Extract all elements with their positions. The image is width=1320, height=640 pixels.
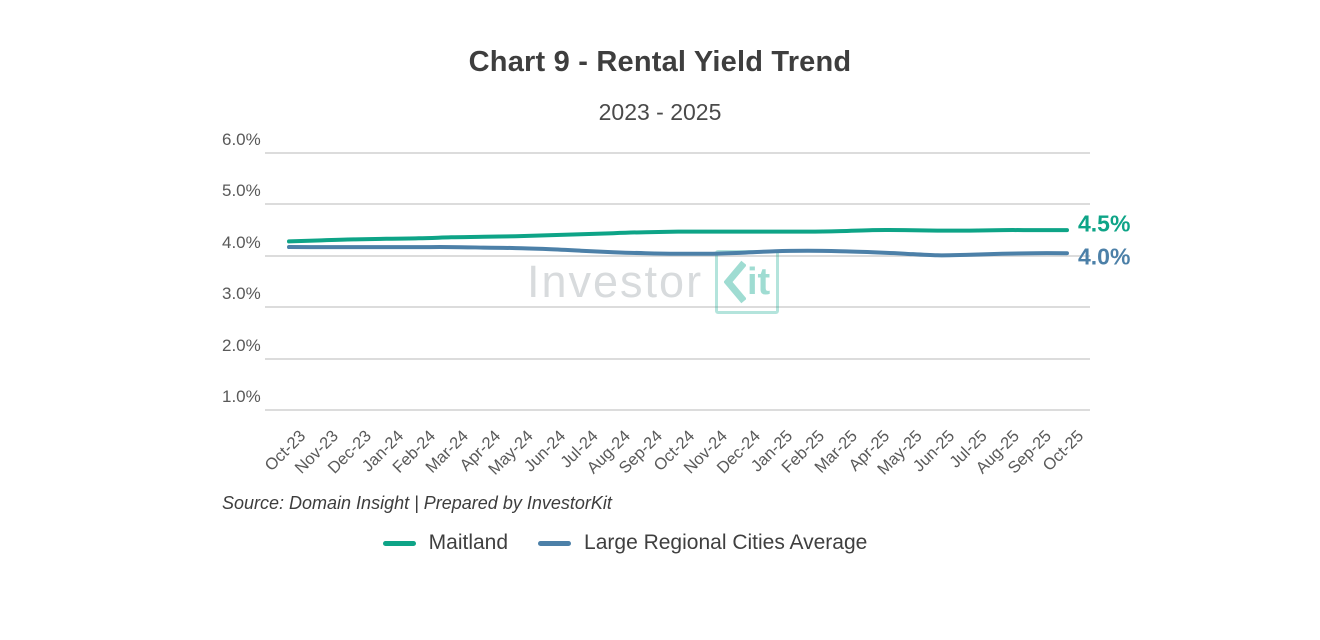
series-line-maitland xyxy=(287,227,1069,244)
legend-item: Large Regional Cities Average xyxy=(538,531,867,555)
y-axis-tick-label: 1.0% xyxy=(222,387,261,406)
series-line-large-regional-cities-average xyxy=(287,245,1069,258)
gridline xyxy=(265,203,1090,206)
chart-title: Chart 9 - Rental Yield Trend xyxy=(468,46,852,78)
gridline xyxy=(265,152,1090,154)
chart-subtitle: 2023 - 2025 xyxy=(598,99,722,125)
watermark-logo-text: it xyxy=(746,260,771,303)
y-axis-tick-label: 6.0% xyxy=(222,130,261,149)
source-note: Source: Domain Insight | Prepared by Inv… xyxy=(222,493,612,513)
legend: Maitland Large Regional Cities Average xyxy=(0,531,1250,555)
gridline xyxy=(265,254,1090,257)
y-axis-tick-label: 4.0% xyxy=(222,232,261,252)
gridline xyxy=(265,409,1090,411)
chevron-k-icon xyxy=(723,260,746,304)
watermark-text: Investor xyxy=(527,256,704,307)
series-end-label: 4.0% xyxy=(1078,243,1131,270)
investorkit-watermark: Investor it xyxy=(527,250,780,314)
series-end-label: 4.5% xyxy=(1078,210,1131,237)
gridline xyxy=(265,306,1090,309)
legend-swatch-icon xyxy=(382,540,416,546)
y-axis-tick-label: 2.0% xyxy=(222,335,261,355)
gridline xyxy=(265,357,1090,360)
y-axis-tick-label: 5.0% xyxy=(222,181,261,201)
legend-label: Maitland xyxy=(428,531,509,554)
legend-label: Large Regional Cities Average xyxy=(584,531,868,554)
legend-item: Maitland xyxy=(382,531,509,555)
y-axis-tick-label: 3.0% xyxy=(222,284,261,304)
legend-swatch-icon xyxy=(538,540,572,546)
